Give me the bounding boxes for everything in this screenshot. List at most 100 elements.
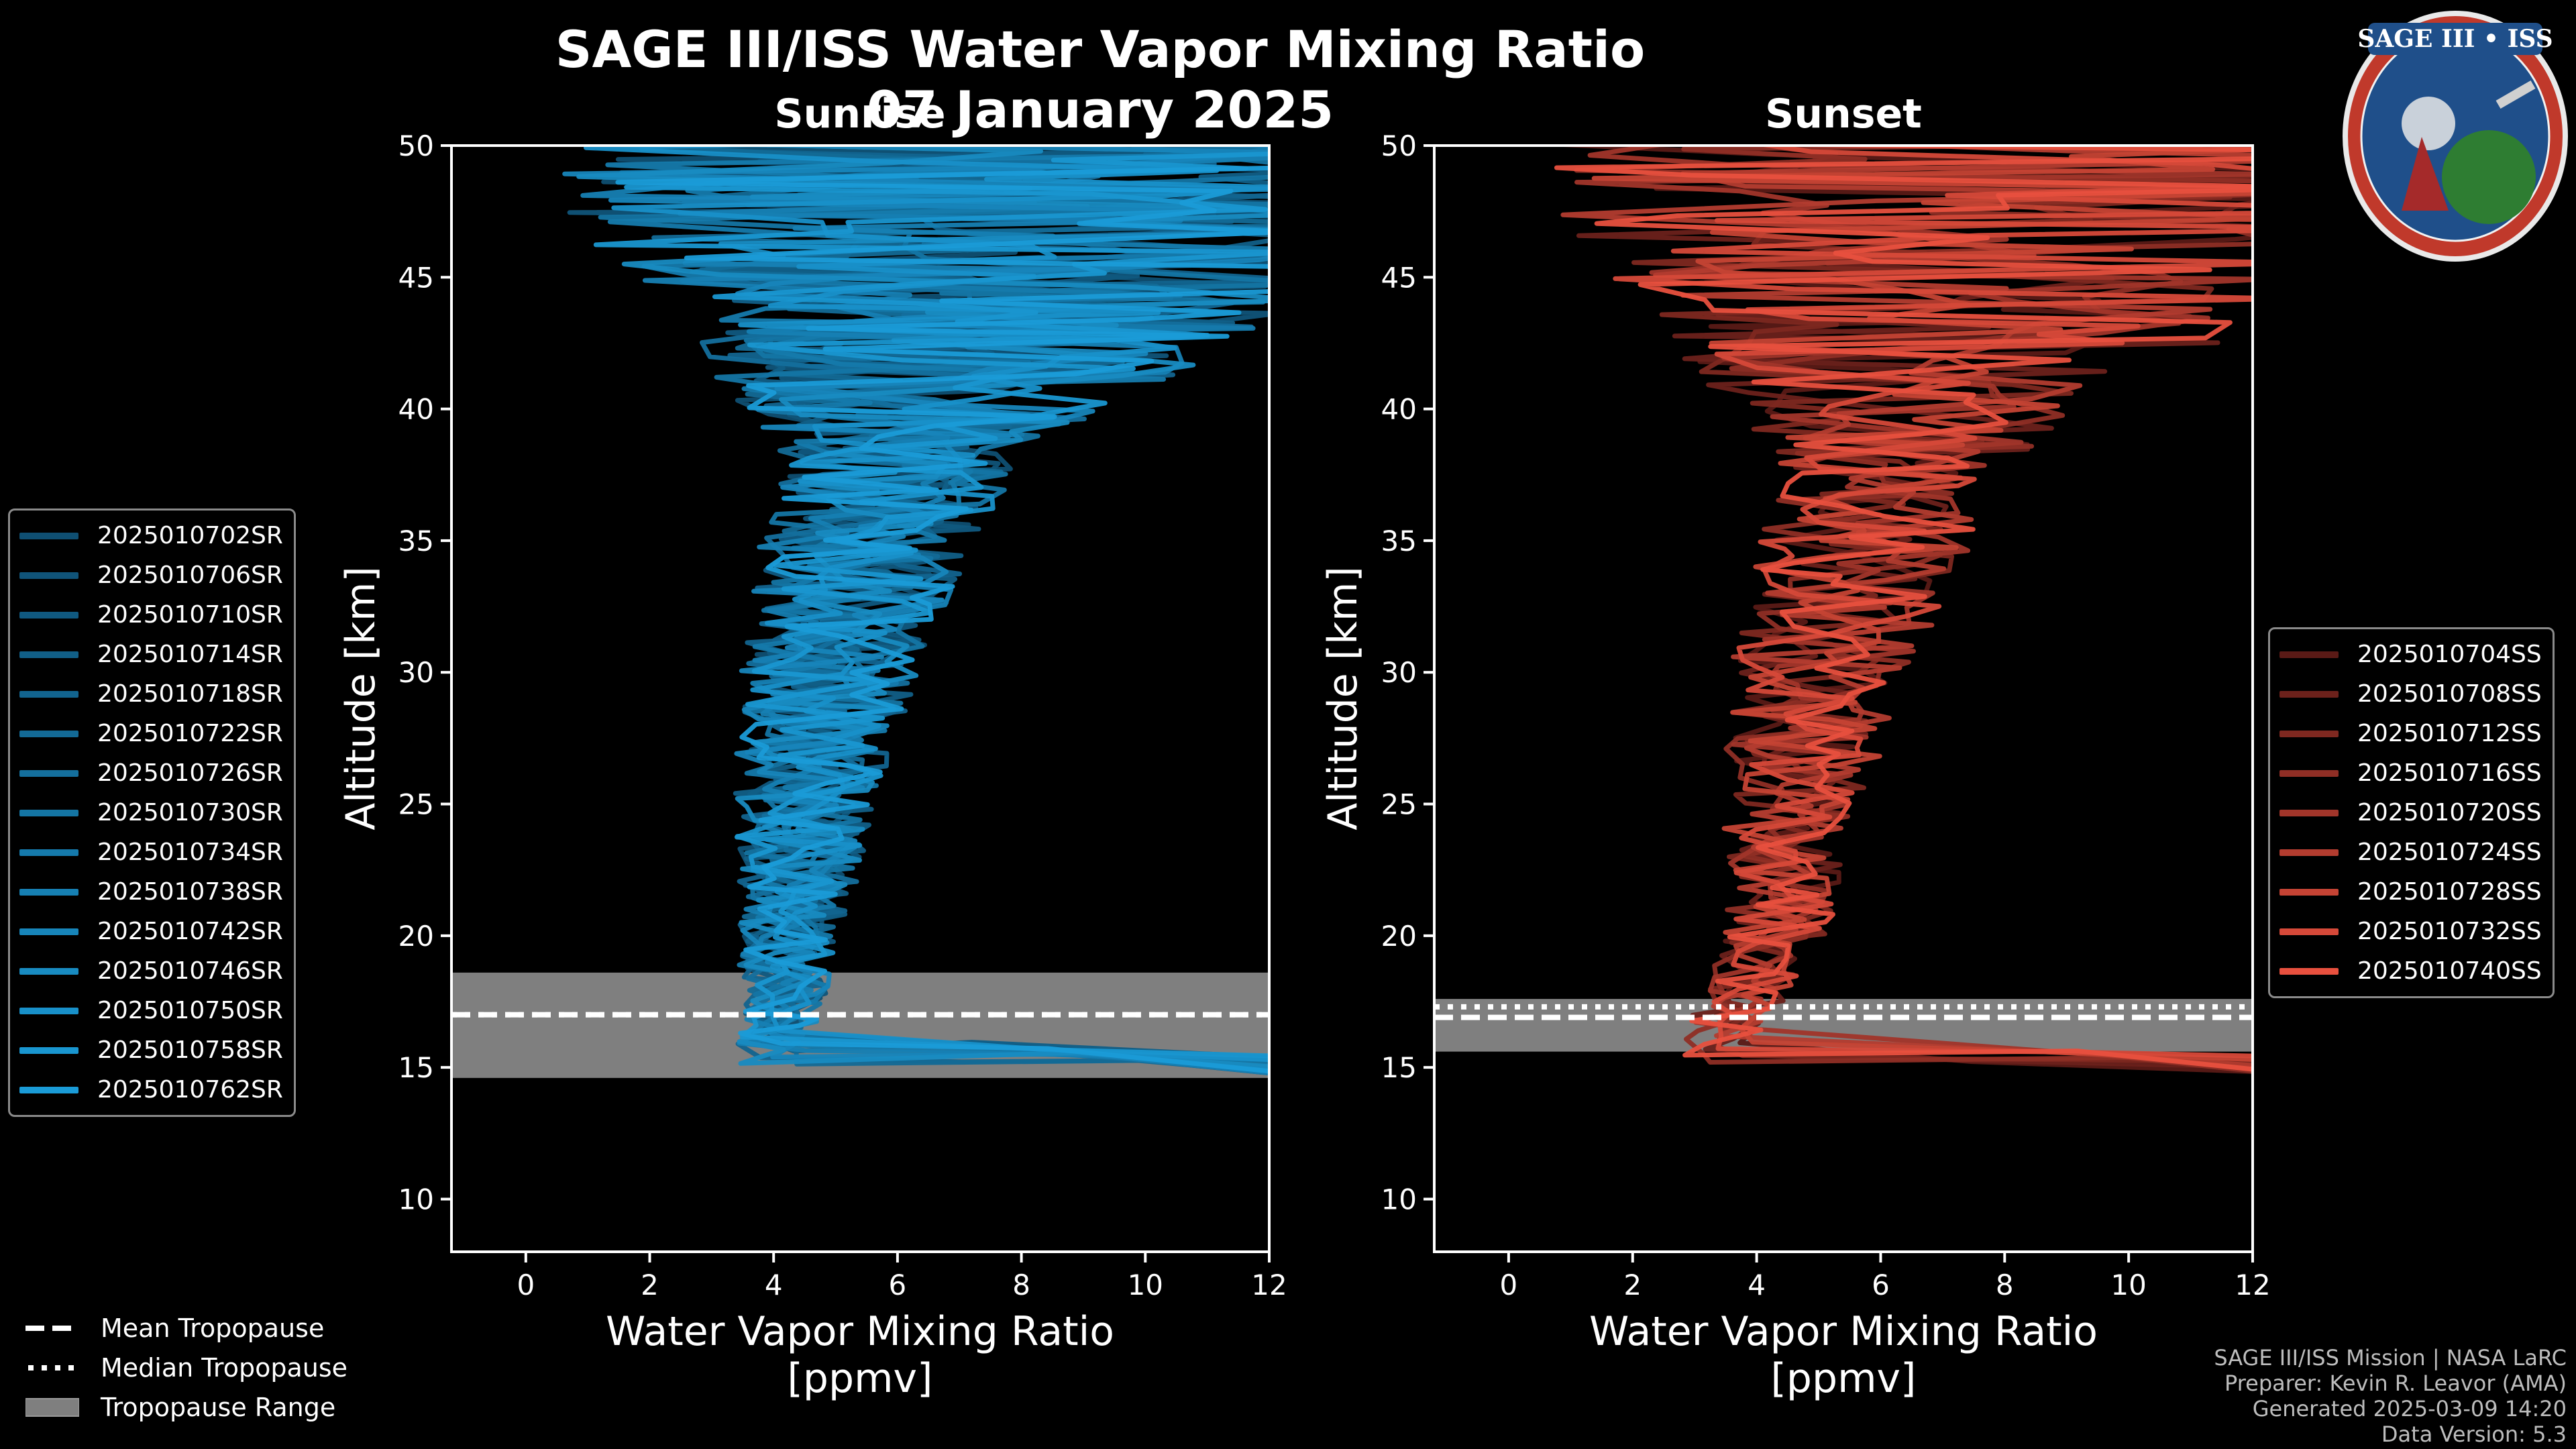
sunset-y-label: Altitude [km] [1320,566,1366,830]
legend-item: 2025010762SR [19,1070,283,1110]
x-tick-label: 8 [1996,1269,2014,1301]
sunrise-y-label: Altitude [km] [337,566,384,830]
y-tick-label: 50 [398,129,434,162]
legend-swatch [19,928,78,935]
y-tick-label: 15 [398,1051,434,1084]
dotted-line-swatch [28,1364,79,1371]
legend-swatch [2279,967,2339,975]
legend-label: 2025010746SR [97,957,283,985]
y-tick-label: 25 [398,788,434,821]
credits-mission: SAGE III/ISS Mission | NASA LaRC [2214,1345,2567,1371]
legend-item: 2025010704SS [2279,635,2542,674]
profile-line-2025010740SS [1554,146,2253,1072]
y-tick-label: 35 [398,525,434,557]
sunrise-y-ticks: 10 15 20 25 30 35 40 45 50 [398,129,451,1216]
y-tick-label: 20 [1381,920,1417,953]
sunset-x-ticks: 0 2 4 6 8 10 12 [1500,1252,2271,1301]
sunset-x-label: Water Vapor Mixing Ratio [ppmv] [1589,1308,2098,1402]
legend-label: 2025010712SS [2357,720,2542,747]
legend-label: 2025010728SS [2357,878,2542,906]
legend-item: 2025010702SR [19,516,283,555]
legend-item: 2025010730SR [19,793,283,833]
sunrise-panel-title: Sunrise [774,91,945,138]
legend-swatch [2279,769,2339,777]
median-tropopause-legend-item: Median Tropopause [25,1348,347,1387]
legend-item: 2025010746SR [19,951,283,991]
legend-label: 2025010742SR [97,918,283,945]
x-tick-label: 6 [1872,1269,1890,1301]
y-tick-label: 30 [398,656,434,689]
legend-item: 2025010718SR [19,674,283,714]
legend-swatch [2279,888,2339,896]
legend-swatch [2279,651,2339,658]
y-tick-label: 20 [398,920,434,953]
legend-swatch [19,769,78,777]
y-tick-label: 50 [1381,129,1417,162]
legend-label: 2025010710SR [97,601,283,629]
profile-line-2025010762SR [615,165,1269,1074]
profile-line-2025010758SR [593,152,1269,1059]
sunset-profiles [1550,146,2253,1075]
sunset-tropopause-lines [1434,1004,2253,1020]
y-tick-label: 10 [398,1183,434,1216]
legend-swatch [19,651,78,658]
legend-label: 2025010718SR [97,680,283,708]
legend-label: 2025010706SR [97,561,283,589]
legend-item: 2025010732SS [2279,912,2542,951]
profile-line-2025010742SR [562,146,1269,1073]
legend-label: 2025010726SR [97,759,283,787]
profile-line-2025010746SR [576,146,1269,1069]
y-tick-label: 45 [398,261,434,294]
y-tick-label: 40 [398,393,434,426]
sunrise-profiles [562,146,1269,1076]
x-tick-label: 4 [1748,1269,1766,1301]
legend-swatch [19,730,78,737]
range-swatch [25,1397,79,1417]
legend-label: 2025010762SR [97,1076,283,1104]
sunrise-plot-frame [450,144,1271,1253]
sunrise-legend: 2025010702SR 2025010706SR 2025010710SR 2025… [8,508,296,1117]
legend-item: 2025010728SS [2279,872,2542,912]
x-tick-label: 12 [1251,1269,1287,1301]
legend-label: 2025010702SR [97,522,283,549]
y-tick-label: 45 [1381,261,1417,294]
legend-swatch [19,1086,78,1093]
legend-label: 2025010740SS [2357,957,2542,985]
sunset-plot: 0 2 4 6 8 10 12 10 15 20 25 30 35 40 45 50 Water Vapor… [1320,129,2271,1402]
median-tropopause-label: Median Tropopause [101,1352,347,1383]
legend-label: 2025010714SR [97,641,283,668]
legend-item: 2025010716SS [2279,753,2542,793]
legend-item: 2025010708SS [2279,674,2542,714]
chart-date: 07 January 2025 [867,80,1334,140]
chart-title: SAGE III/ISS Water Vapor Mixing Ratio [555,19,1646,79]
y-tick-label: 10 [1381,1183,1417,1216]
legend-swatch [19,1007,78,1014]
legend-swatch [19,1046,78,1054]
sunrise-plot: 0 2 4 6 8 10 12 10 15 20 25 30 35 40 45 50 Water Vapor… [337,129,1287,1402]
dashed-line-swatch [25,1325,79,1331]
legend-label: 2025010734SR [97,839,283,866]
credits-preparer: Preparer: Kevin R. Leavor (AMA) [2224,1371,2567,1396]
legend-label: 2025010704SS [2357,641,2542,668]
y-tick-label: 15 [1381,1051,1417,1084]
legend-label: 2025010738SR [97,878,283,906]
legend-item: 2025010722SR [19,714,283,753]
sunrise-x-ticks: 0 2 4 6 8 10 12 [517,1252,1287,1301]
mean-tropopause-label: Mean Tropopause [101,1313,325,1343]
y-tick-label: 35 [1381,525,1417,557]
y-tick-label: 25 [1381,788,1417,821]
legend-item: 2025010738SR [19,872,283,912]
x-tick-label: 2 [1623,1269,1642,1301]
sunset-y-ticks: 10 15 20 25 30 35 40 45 50 [1381,129,1434,1216]
legend-item: 2025010720SS [2279,793,2542,833]
sunset-panel-title: Sunset [1765,91,1922,138]
legend-item: 2025010710SR [19,595,283,635]
mean-tropopause-legend-item: Mean Tropopause [25,1308,347,1348]
legend-swatch [19,849,78,856]
logo-text: SAGE III • ISS [2357,25,2553,53]
legend-swatch [19,690,78,698]
x-tick-label: 10 [2110,1269,2146,1301]
legend-swatch [19,611,78,619]
x-tick-label: 12 [2235,1269,2270,1301]
